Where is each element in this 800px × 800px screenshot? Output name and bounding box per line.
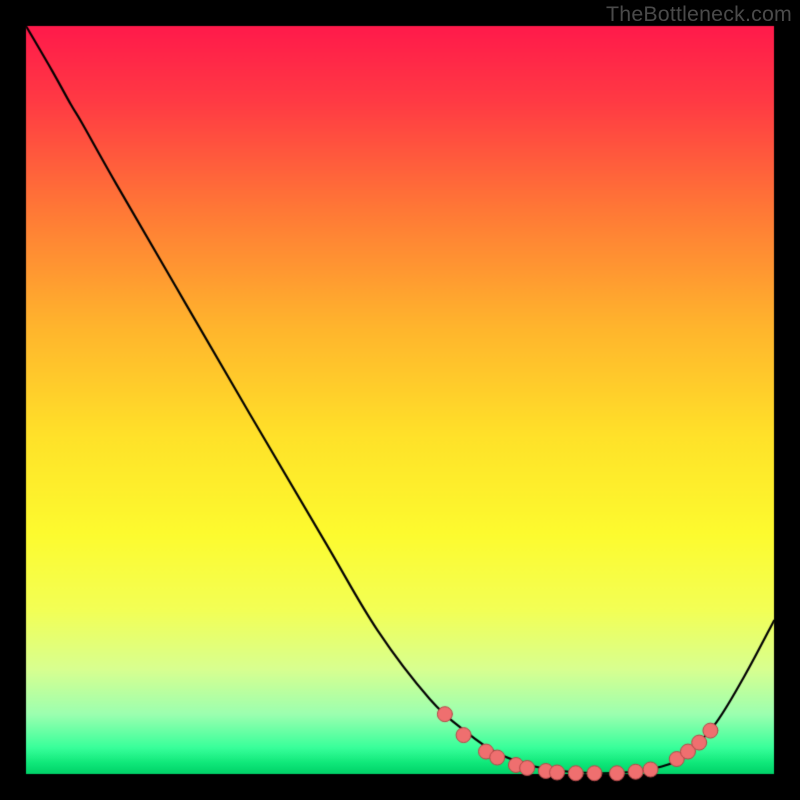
- bottleneck-chart: TheBottleneck.com: [0, 0, 800, 800]
- bottleneck-curve: [0, 0, 800, 800]
- watermark-text: TheBottleneck.com: [606, 2, 792, 27]
